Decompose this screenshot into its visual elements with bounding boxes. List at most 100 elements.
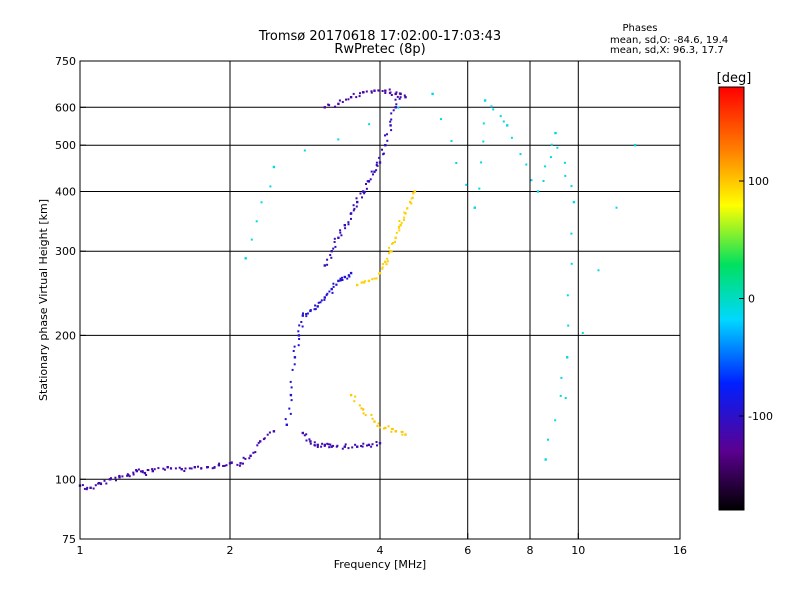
data-point — [228, 462, 232, 465]
data-point — [320, 445, 323, 448]
data-point — [544, 165, 547, 168]
data-point — [183, 470, 186, 472]
data-point — [284, 418, 287, 421]
stats-heading: Phases — [622, 23, 657, 34]
data-point — [114, 476, 117, 479]
data-point — [389, 250, 392, 253]
data-point — [547, 438, 549, 441]
data-point — [352, 204, 355, 207]
data-point — [323, 298, 326, 301]
colorbar-ticks: 100 0 -100 — [739, 175, 773, 423]
data-point — [398, 220, 401, 222]
data-point — [385, 263, 388, 266]
data-point — [378, 271, 382, 275]
data-point — [334, 245, 337, 248]
data-point — [341, 101, 344, 103]
data-point — [400, 221, 403, 224]
data-point — [388, 88, 391, 91]
data-point — [339, 229, 342, 232]
data-point — [395, 103, 398, 106]
data-point — [293, 363, 296, 366]
data-point — [440, 118, 442, 121]
data-point — [352, 92, 355, 95]
data-point — [403, 211, 406, 214]
data-point — [355, 197, 358, 200]
data-point — [316, 446, 319, 448]
data-point — [519, 153, 522, 156]
data-point — [510, 136, 513, 139]
stats-line-o: mean, sd,O: -84.6, 19.4 — [610, 35, 728, 46]
data-point — [386, 133, 388, 136]
data-point — [145, 474, 148, 476]
data-point — [381, 267, 384, 270]
y-axis-ticks: 75 100 200 300 400 500 600 750 — [55, 55, 86, 546]
data-point — [288, 407, 291, 410]
data-point — [363, 190, 366, 193]
x-tick-label: 6 — [464, 544, 471, 557]
data-point — [323, 296, 326, 299]
data-point — [403, 219, 405, 221]
data-point — [356, 283, 359, 287]
data-point — [450, 140, 453, 142]
data-point — [337, 102, 340, 106]
data-point — [290, 386, 293, 389]
data-point — [329, 254, 332, 256]
data-point — [305, 313, 308, 315]
data-point — [319, 301, 322, 304]
data-point — [323, 443, 326, 447]
data-point — [309, 442, 312, 445]
data-point — [336, 444, 339, 447]
colorbar-tick-label: 0 — [748, 293, 755, 306]
data-point — [289, 393, 293, 397]
data-point — [398, 92, 401, 95]
data-point — [394, 106, 397, 109]
data-point — [390, 430, 393, 433]
data-point — [200, 467, 203, 470]
data-point — [239, 462, 242, 465]
data-point — [502, 120, 505, 123]
data-point — [266, 433, 269, 436]
data-point — [371, 417, 374, 420]
data-point — [313, 308, 316, 311]
data-point — [333, 237, 336, 240]
data-point — [140, 470, 142, 473]
data-point — [412, 191, 415, 194]
data-point — [330, 256, 333, 259]
stats-line-x: mean, sd,X: 96.3, 17.7 — [610, 45, 724, 56]
data-point — [366, 180, 369, 183]
data-point — [554, 131, 557, 135]
data-point — [564, 174, 567, 177]
data-point — [343, 445, 346, 448]
y-tick-label: 200 — [55, 329, 76, 342]
data-point — [326, 292, 329, 295]
data-point — [298, 338, 301, 340]
data-point — [359, 192, 362, 195]
data-point — [81, 484, 84, 487]
data-point — [401, 433, 404, 436]
data-point — [395, 231, 398, 234]
data-point — [376, 444, 378, 447]
data-point — [490, 105, 493, 108]
data-point — [356, 445, 359, 448]
data-point — [384, 144, 387, 147]
data-point — [94, 484, 97, 487]
data-point — [332, 444, 335, 447]
data-point — [378, 156, 381, 159]
data-point — [333, 105, 336, 108]
data-point — [370, 170, 373, 173]
data-point — [375, 169, 378, 172]
data-point — [321, 442, 324, 445]
data-point — [382, 153, 385, 156]
data-point — [323, 264, 326, 267]
data-point — [257, 441, 260, 444]
data-point — [370, 91, 373, 94]
data-point — [376, 425, 379, 427]
data-point — [362, 412, 365, 415]
x-tick-label: 10 — [571, 544, 585, 557]
data-point — [300, 321, 303, 323]
chart-title: Tromsø 20170618 17:02:00-17:03:43 — [258, 29, 501, 44]
colorbar-tick-label: -100 — [748, 410, 773, 423]
data-point — [92, 487, 95, 490]
data-point — [345, 98, 347, 101]
data-point — [375, 277, 378, 280]
